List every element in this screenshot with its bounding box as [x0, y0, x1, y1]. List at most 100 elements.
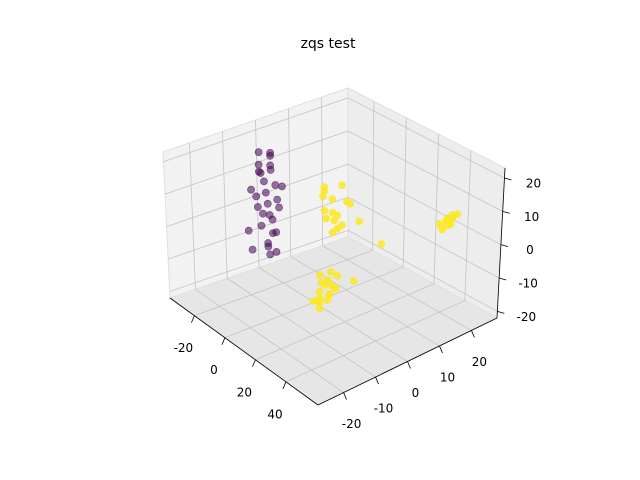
chart-title: zqs test	[301, 36, 356, 52]
point	[355, 217, 364, 226]
point	[338, 181, 347, 190]
grid-line	[163, 97, 349, 163]
x-axis-line	[169, 297, 319, 406]
x-tick-label: 20	[237, 385, 252, 399]
grid-line	[195, 288, 344, 393]
grid-line	[347, 130, 503, 212]
x-tick-label: 0	[210, 363, 218, 377]
y-tick-label: -10	[374, 402, 394, 416]
point	[265, 211, 274, 219]
point	[320, 183, 329, 191]
point	[328, 208, 337, 217]
grid-line	[226, 278, 376, 378]
point	[331, 284, 340, 293]
grid-line	[168, 196, 349, 260]
point	[254, 160, 263, 169]
grid-line	[433, 134, 440, 284]
grid-line	[347, 97, 505, 179]
point	[327, 267, 335, 276]
point	[320, 206, 329, 215]
tick-mark	[439, 345, 443, 354]
grid-line	[288, 108, 292, 257]
point	[252, 192, 261, 201]
point	[248, 245, 257, 254]
tick-mark	[375, 376, 379, 385]
point	[318, 192, 327, 201]
point	[320, 280, 329, 289]
y-tick-label: 0	[412, 386, 420, 400]
point	[273, 195, 282, 204]
tick-mark	[504, 177, 512, 181]
point	[328, 195, 337, 204]
grid-line	[321, 97, 323, 246]
y-axis-line	[317, 317, 498, 406]
point	[253, 203, 262, 211]
tick-mark	[497, 310, 505, 314]
grid-line	[372, 101, 375, 251]
point	[377, 240, 386, 249]
grid-line	[402, 117, 407, 268]
point	[315, 298, 324, 306]
point	[315, 271, 324, 279]
point	[264, 242, 273, 251]
point	[263, 199, 272, 208]
point	[271, 181, 280, 189]
z-tick-label: 0	[526, 243, 534, 257]
z-axis-line	[496, 167, 506, 319]
tick-mark	[500, 244, 509, 248]
grid-line	[347, 196, 500, 279]
point	[272, 228, 281, 237]
point	[266, 148, 275, 157]
point	[349, 277, 358, 285]
grid-line	[347, 230, 498, 312]
point	[330, 216, 339, 225]
point	[256, 169, 265, 177]
grid-line	[222, 131, 228, 279]
point	[247, 185, 255, 194]
grid-line	[464, 150, 472, 301]
point	[309, 297, 318, 306]
tick-mark	[282, 381, 287, 389]
z-tick-label: -20	[517, 310, 537, 324]
y-tick-label: -20	[342, 417, 362, 431]
point	[275, 203, 283, 212]
tick-mark	[221, 337, 226, 345]
grid-line	[169, 229, 349, 292]
grid-line	[322, 245, 472, 331]
point	[272, 248, 281, 256]
z-tick-label: -10	[518, 277, 538, 291]
z-tick-label: 20	[526, 177, 541, 191]
tick-mark	[407, 361, 411, 369]
grid-line	[290, 256, 440, 347]
tick-mark	[499, 277, 507, 281]
point	[315, 287, 324, 296]
point	[346, 199, 355, 208]
x-tick-label: -20	[174, 341, 194, 355]
point	[257, 221, 266, 230]
point	[244, 226, 253, 235]
point	[323, 296, 332, 304]
tick-mark	[471, 330, 475, 338]
point	[333, 271, 342, 280]
tick-mark	[502, 210, 510, 214]
point	[322, 214, 331, 223]
point	[254, 148, 263, 157]
point	[266, 165, 275, 174]
tick-mark	[252, 359, 256, 367]
y-tick-label: 20	[472, 355, 487, 369]
tick-mark	[343, 392, 347, 400]
tick-mark	[191, 315, 195, 323]
point	[278, 182, 286, 191]
grid-line	[189, 142, 196, 290]
x-tick-label: 40	[267, 407, 282, 421]
point	[438, 225, 447, 234]
y-tick-label: 10	[440, 370, 455, 384]
grid-line	[347, 163, 502, 246]
point	[315, 304, 324, 313]
grid-line	[258, 267, 408, 362]
point	[259, 209, 267, 218]
point	[261, 188, 270, 197]
point	[333, 224, 342, 233]
